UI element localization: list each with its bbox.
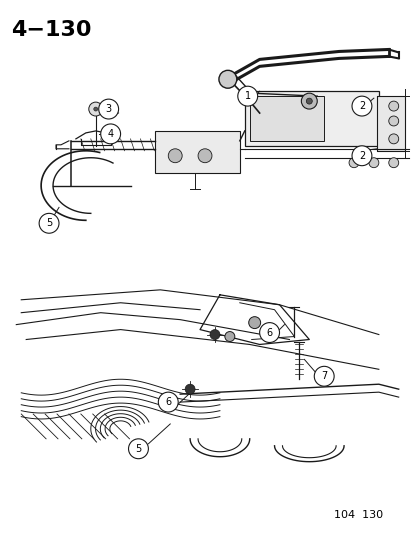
- Circle shape: [158, 392, 178, 412]
- Circle shape: [301, 93, 316, 109]
- Text: 4: 4: [107, 129, 114, 139]
- Circle shape: [224, 332, 234, 342]
- Circle shape: [259, 322, 279, 343]
- Text: 3: 3: [105, 104, 112, 114]
- Text: 6: 6: [266, 328, 272, 337]
- Text: 6: 6: [165, 397, 171, 407]
- Circle shape: [368, 158, 378, 168]
- Text: 7: 7: [320, 372, 327, 381]
- FancyBboxPatch shape: [376, 96, 404, 151]
- Text: 4−130: 4−130: [11, 20, 92, 39]
- Text: 2: 2: [358, 101, 364, 111]
- FancyBboxPatch shape: [155, 131, 239, 173]
- Text: 5: 5: [135, 444, 141, 454]
- Circle shape: [168, 149, 182, 163]
- Text: 104  130: 104 130: [334, 510, 382, 520]
- Circle shape: [209, 329, 219, 340]
- Circle shape: [351, 146, 371, 166]
- Circle shape: [128, 439, 148, 459]
- Circle shape: [237, 86, 257, 106]
- Circle shape: [313, 366, 333, 386]
- Circle shape: [306, 98, 311, 104]
- Circle shape: [348, 158, 358, 168]
- Circle shape: [388, 116, 398, 126]
- FancyBboxPatch shape: [244, 91, 378, 146]
- Circle shape: [218, 70, 236, 88]
- Circle shape: [197, 149, 211, 163]
- Circle shape: [88, 102, 102, 116]
- Circle shape: [388, 158, 398, 168]
- Circle shape: [185, 384, 195, 394]
- Text: 5: 5: [46, 219, 52, 228]
- Circle shape: [388, 101, 398, 111]
- Circle shape: [100, 124, 120, 144]
- Circle shape: [351, 96, 371, 116]
- FancyBboxPatch shape: [249, 96, 323, 141]
- Text: 1: 1: [244, 91, 250, 101]
- Circle shape: [93, 107, 97, 111]
- Circle shape: [388, 134, 398, 144]
- Circle shape: [248, 317, 260, 328]
- Text: 2: 2: [358, 151, 364, 161]
- Circle shape: [98, 99, 118, 119]
- Circle shape: [39, 213, 59, 233]
